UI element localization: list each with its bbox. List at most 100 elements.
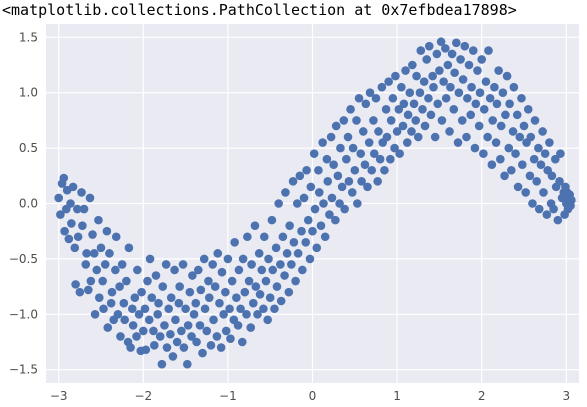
scatter-point (496, 121, 506, 131)
scatter-point (538, 127, 547, 136)
scatter-point (166, 329, 175, 339)
scatter-point (363, 182, 372, 192)
scatter-point (116, 332, 125, 341)
scatter-point (138, 326, 148, 336)
scatter-point (507, 165, 516, 175)
scatter-point (504, 143, 514, 153)
scatter-point (420, 121, 430, 131)
scatter-point (468, 46, 478, 55)
scatter-point (449, 105, 459, 114)
scatter-point (134, 310, 144, 319)
scatter-point (464, 60, 474, 70)
scatter-point (161, 260, 171, 269)
scatter-point (500, 171, 509, 181)
scatter-point (119, 298, 129, 308)
scatter-point (553, 215, 563, 225)
scatter-point (339, 116, 349, 125)
scatter-point (462, 132, 471, 142)
scatter-point (124, 243, 134, 253)
scatter-point (475, 88, 485, 97)
scatter-point (149, 326, 158, 336)
scatter-point (361, 99, 371, 109)
scatter-point (288, 177, 298, 186)
scatter-point (453, 138, 463, 147)
scatter-point (90, 310, 100, 319)
scatter-point (367, 165, 377, 175)
scatter-point (314, 165, 323, 175)
scatter-point (352, 116, 361, 125)
scatter-point (382, 132, 392, 142)
scatter-point (98, 276, 107, 286)
scatter-point (323, 177, 333, 186)
scatter-point (225, 304, 234, 314)
scatter-point (100, 260, 110, 269)
scatter-point (484, 46, 493, 55)
scatter-point (234, 265, 244, 275)
scatter-point (395, 149, 404, 158)
scatter-point (365, 88, 375, 97)
scatter-point (329, 160, 338, 170)
scatter-point (320, 232, 330, 242)
scatter-point (346, 105, 355, 114)
scatter-point (542, 210, 552, 219)
scatter-point (374, 127, 383, 136)
scatter-point (336, 143, 345, 153)
scatter-point (172, 337, 182, 347)
scatter-point (419, 77, 429, 86)
scatter-point (71, 280, 80, 289)
scatter-point (137, 287, 146, 297)
scatter-point (405, 88, 415, 97)
scatter-point (56, 210, 65, 219)
scatter-point (539, 188, 548, 197)
scatter-point (299, 193, 309, 203)
scatter-point (189, 310, 199, 319)
scatter-point (99, 304, 108, 314)
scatter-point (460, 41, 470, 51)
scatter-point (179, 343, 189, 352)
scatter-point (78, 221, 87, 230)
scatter-point (384, 77, 393, 86)
scatter-point (399, 99, 409, 109)
scatter-point (199, 254, 209, 264)
scatter-point (403, 110, 413, 120)
scatter-point (496, 154, 505, 164)
scatter-point (350, 165, 360, 175)
scatter-point (310, 204, 320, 214)
x-tick-label: −3 (50, 389, 68, 403)
scatter-point (298, 265, 307, 275)
scatter-point (364, 138, 374, 147)
x-tick-label: −2 (134, 389, 152, 403)
scatter-point (64, 234, 74, 244)
scatter-point (88, 230, 97, 239)
scatter-point (81, 260, 91, 269)
scatter-point (175, 282, 184, 291)
scatter-point (106, 298, 116, 308)
scatter-point (164, 304, 173, 314)
scatter-point (445, 127, 454, 136)
scatter-point (373, 177, 382, 186)
scatter-point (509, 82, 519, 92)
scatter-point (318, 138, 327, 147)
scatter-point (477, 55, 487, 64)
scatter-point (508, 127, 518, 136)
scatter-point (261, 276, 271, 286)
scatter-point (428, 71, 437, 81)
scatter-point (432, 49, 442, 59)
scatter-point (193, 265, 203, 275)
scatter-point (411, 116, 421, 125)
scatter-point (278, 232, 288, 242)
scatter-point (490, 82, 499, 92)
scatter-point (204, 276, 213, 286)
scatter-point (534, 204, 544, 214)
scatter-point (251, 282, 261, 291)
scatter-point (122, 276, 131, 286)
scatter-point (457, 116, 467, 125)
scatter-point (188, 271, 197, 280)
scatter-point (342, 154, 351, 164)
scatter-point (402, 138, 412, 147)
scatter-point (264, 254, 273, 264)
scatter-point (66, 199, 75, 208)
scatter-point (265, 293, 275, 302)
scatter-point (309, 149, 319, 158)
scatter-point (166, 293, 176, 302)
